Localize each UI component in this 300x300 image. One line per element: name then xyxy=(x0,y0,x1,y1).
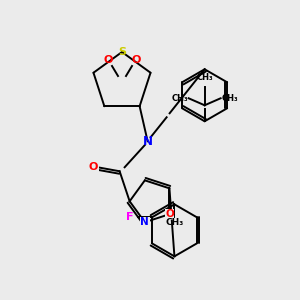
Text: O: O xyxy=(103,55,113,65)
Text: CH₃: CH₃ xyxy=(196,73,213,82)
Text: S: S xyxy=(118,47,126,57)
Text: CH₃: CH₃ xyxy=(165,218,184,227)
Text: O: O xyxy=(131,55,141,65)
Text: F: F xyxy=(126,212,134,222)
Text: N: N xyxy=(140,217,149,227)
Text: O: O xyxy=(89,162,98,172)
Text: CH₃: CH₃ xyxy=(171,94,188,103)
Text: CH₃: CH₃ xyxy=(221,94,238,103)
Text: O: O xyxy=(165,209,174,219)
Text: N: N xyxy=(142,135,153,148)
